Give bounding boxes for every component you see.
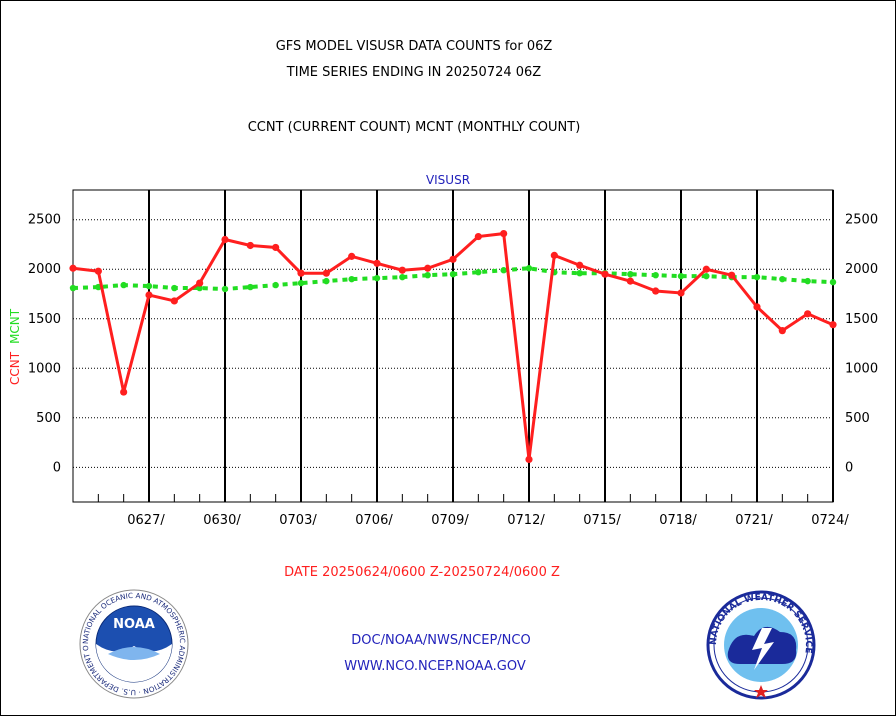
y-tick-label-left: 2500 [28,213,61,228]
point-ccnt [677,289,685,297]
chart-title: VISUSR [426,173,470,187]
y-tick-label-left: 1000 [28,361,61,376]
point-ccnt [626,277,634,285]
point-mcnt [297,279,305,287]
point-mcnt [221,285,229,293]
point-mcnt [348,275,355,283]
chart-header-line1: GFS MODEL VISUSR DATA COUNTS for 06Z [275,39,553,54]
point-mcnt [576,270,583,277]
point-ccnt [246,241,254,250]
y-tick-label-right: 1000 [845,361,878,376]
chart-header-line3: CCNT (CURRENT COUNT) MCNT (MONTHLY COUNT… [247,120,581,135]
point-mcnt [500,267,507,274]
x-tick-label: 0630/ [203,513,241,528]
y-tick-label-left: 1500 [28,312,61,327]
point-mcnt [804,277,811,285]
point-ccnt [221,235,229,244]
point-ccnt [702,265,710,273]
point-mcnt [652,271,659,279]
point-mcnt [627,270,634,278]
point-mcnt [703,272,710,280]
point-ccnt [94,267,102,275]
x-tick-label: 0721/ [735,513,773,528]
point-mcnt [449,270,457,278]
point-ccnt [804,310,812,318]
point-ccnt [576,261,584,269]
chart: 0 0 500 500 1000 1000 1500 1500 2000 2000 2500 2500… [8,173,878,528]
y-axis-label: CCNT MCNT [8,308,22,385]
point-mcnt [272,281,279,289]
point-ccnt [348,252,356,260]
point-ccnt [829,321,837,329]
y-tick-label-left: 0 [53,460,61,475]
point-ccnt [500,229,508,238]
x-tick-label: 0709/ [431,513,469,528]
point-mcnt [171,284,178,292]
point-mcnt [247,283,254,291]
y-axis-label-ccnt: CCNT [8,351,22,385]
y-axis-label-mcnt: MCNT [8,308,22,344]
point-mcnt [829,278,837,286]
point-mcnt [424,271,431,279]
x-tick-label: 0712/ [507,513,545,528]
point-ccnt [778,327,786,335]
point-ccnt [424,264,432,272]
footer-link-website[interactable]: WWW.NCO.NCEP.NOAA.GOV [344,659,526,674]
footer-link-doc[interactable]: DOC/NOAA/NWS/NCEP/NCO [351,633,531,648]
point-ccnt [474,232,482,241]
point-mcnt [779,275,786,283]
point-ccnt [145,291,153,299]
x-tick-label: 0627/ [127,513,165,528]
nws-logo[interactable]: NATIONAL WEATHER SERVICE [706,590,816,700]
point-ccnt [652,287,660,295]
x-tick-label: 0706/ [355,513,393,528]
point-mcnt [677,272,685,280]
point-ccnt [753,303,761,311]
y-tick-label-right: 2000 [845,262,878,277]
point-mcnt [525,265,533,272]
noaa-logo[interactable]: NATIONAL OCEANIC AND ATMOSPHERIC ADMINIS… [78,588,190,700]
point-mcnt [196,284,203,292]
point-ccnt [525,455,533,464]
point-ccnt [297,269,305,277]
point-ccnt [170,297,178,305]
y-tick-label-right: 500 [845,411,870,426]
point-mcnt [145,282,153,290]
y-tick-label-left: 2000 [28,262,61,277]
point-ccnt [196,279,204,287]
noaa-logo-text: NOAA [113,617,155,632]
point-mcnt [753,273,761,281]
chart-header-line2: TIME SERIES ENDING IN 20250724 06Z [286,65,542,80]
point-ccnt [728,271,736,279]
point-mcnt [120,281,127,289]
point-ccnt [550,251,558,259]
chart-xlabel: DATE 20250624/0600 Z-20250724/0600 Z [284,565,560,580]
point-ccnt [449,255,457,263]
y-tick-label-left: 500 [36,411,61,426]
x-tick-label: 0718/ [659,513,697,528]
x-tick-label: 0703/ [279,513,317,528]
x-tick-label: 0724/ [811,513,849,528]
point-ccnt [601,270,609,278]
y-tick-label-right: 1500 [845,312,878,327]
point-mcnt [69,284,77,292]
point-ccnt [398,266,406,274]
y-tick-label-right: 0 [845,460,853,475]
point-mcnt [475,269,482,276]
point-ccnt [120,388,128,396]
y-tick-label-right: 2500 [845,213,878,228]
point-mcnt [399,273,406,281]
point-mcnt [323,277,330,285]
point-mcnt [373,274,381,282]
point-ccnt [272,243,280,252]
point-ccnt [322,269,330,277]
point-ccnt [69,264,77,272]
point-ccnt [373,259,381,267]
x-tick-label: 0715/ [583,513,621,528]
